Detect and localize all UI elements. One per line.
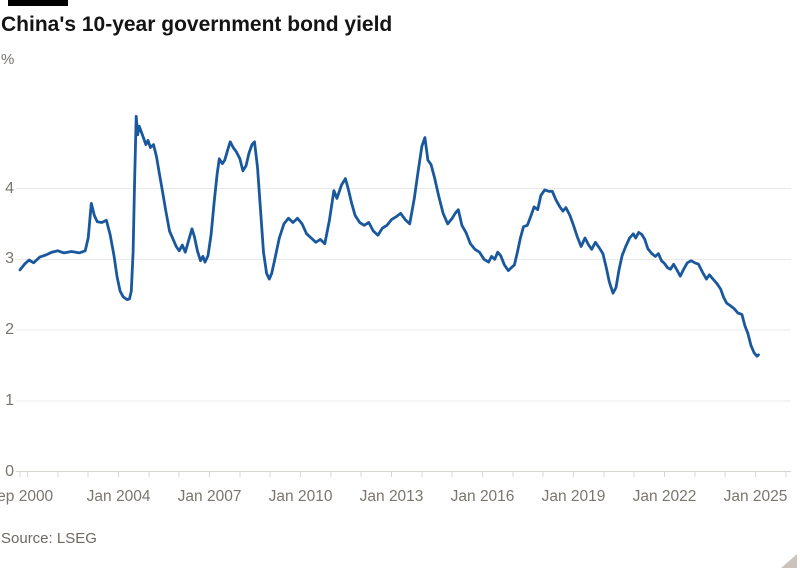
- resize-corner-icon[interactable]: [781, 554, 797, 568]
- chart-title: China's 10-year government bond yield: [1, 13, 393, 36]
- y-tick-label: 4: [5, 179, 14, 197]
- x-tick-label: Jan 2016: [450, 488, 515, 505]
- x-tick-label: Sep 2000: [0, 488, 54, 505]
- x-tick-label: Jan 2013: [359, 488, 424, 505]
- x-tick-label: Jan 2025: [723, 488, 788, 505]
- yield-line: [18, 114, 760, 358]
- x-tick-label: Jan 2019: [541, 488, 606, 505]
- y-axis-unit-label: %: [1, 51, 15, 68]
- source-note: Source: LSEG: [1, 530, 97, 547]
- brand-bar: [8, 0, 68, 6]
- y-tick-label: 3: [5, 250, 14, 268]
- x-tick-label: Jan 2007: [177, 488, 242, 505]
- x-tick-label: Jan 2004: [86, 488, 151, 505]
- x-tick-label: Jan 2010: [268, 488, 333, 505]
- y-tick-label: 2: [5, 321, 14, 338]
- y-tick-label: 0: [5, 462, 14, 480]
- x-tick-label: Jan 2022: [632, 488, 697, 505]
- y-tick-label: 1: [5, 391, 14, 409]
